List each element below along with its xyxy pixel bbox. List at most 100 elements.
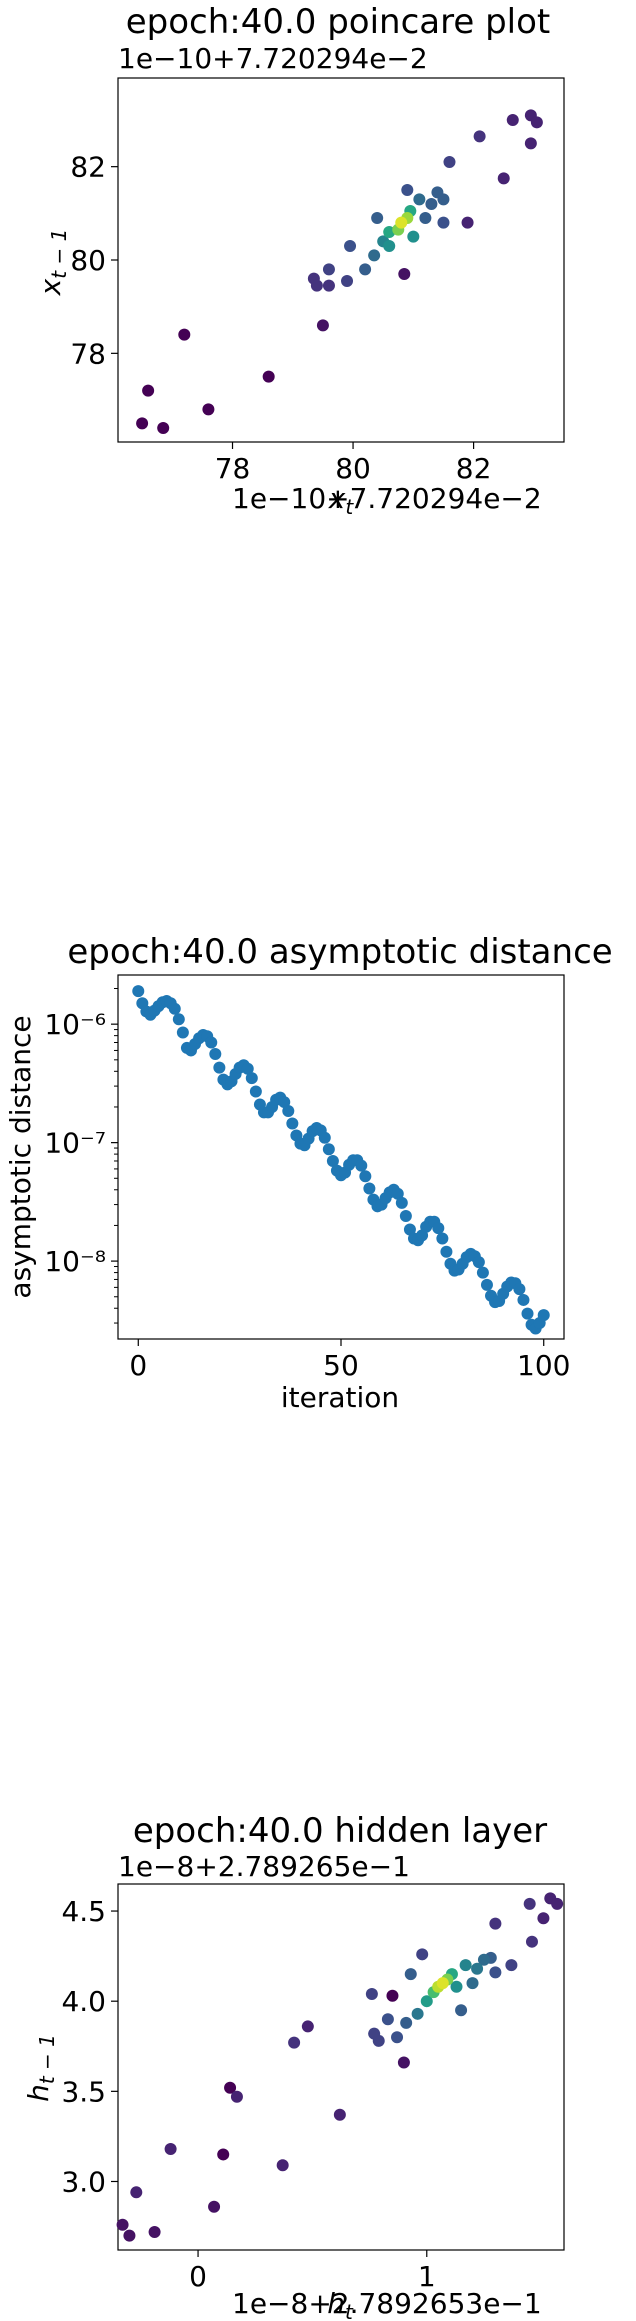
data-point	[455, 2004, 468, 2017]
data-point	[425, 198, 438, 210]
data-point	[386, 1989, 399, 2002]
data-point	[506, 114, 519, 126]
data-point	[172, 1013, 185, 1026]
x-axis-ticks: 78 80 82	[215, 442, 491, 485]
data-point	[476, 1266, 489, 1279]
data-point	[437, 193, 450, 206]
data-point	[477, 1953, 490, 1966]
scatter-points	[116, 1892, 564, 2242]
y-tick-label: 78	[70, 337, 106, 370]
data-point	[359, 1170, 372, 1183]
data-point	[363, 1182, 376, 1195]
data-point	[368, 249, 381, 262]
data-point	[391, 1187, 404, 1200]
asymptotic-distance-panel: epoch:40.0 asymptotic distance 0 50 100 10…	[4, 932, 613, 1414]
data-point	[230, 2090, 243, 2103]
data-point	[130, 2186, 143, 2199]
y-tick-label: 3.0	[61, 2165, 106, 2198]
x-tick-label: 0	[189, 2260, 207, 2293]
data-point	[168, 1002, 181, 1015]
data-point	[333, 2108, 346, 2121]
x-offset-text: 1e−8+2.7892653e−1	[232, 2287, 542, 2320]
data-point	[466, 1977, 479, 1990]
data-point	[525, 1935, 538, 1948]
data-point	[178, 328, 191, 341]
data-point	[241, 1062, 254, 1075]
data-point	[322, 1143, 335, 1156]
x-offset-text: 1e−10+7.720294e−2	[232, 482, 542, 515]
x-tick-label: 1	[418, 2260, 436, 2293]
data-point	[398, 268, 411, 280]
data-point	[383, 226, 396, 238]
x-axis-ticks: 0 50 100	[129, 1339, 570, 1382]
data-point	[383, 240, 396, 252]
data-point	[310, 279, 323, 292]
y-axis-label: xt − 1	[34, 229, 71, 297]
data-point	[278, 1096, 291, 1109]
data-point	[551, 1897, 564, 1910]
y-axis-label: ht − 1	[22, 2034, 59, 2102]
x-tick-label: 100	[517, 1349, 570, 1382]
data-point	[116, 2218, 129, 2231]
data-point	[205, 1036, 218, 1049]
data-point	[437, 216, 450, 229]
data-point	[521, 1307, 534, 1320]
data-point	[505, 1959, 518, 1972]
data-point	[355, 1159, 368, 1172]
data-point	[461, 216, 474, 229]
data-point	[123, 2229, 136, 2242]
data-point	[472, 1256, 485, 1269]
plot-area-frame	[117, 77, 565, 443]
data-point	[249, 1085, 262, 1098]
data-point	[217, 2148, 230, 2161]
data-point	[537, 1912, 550, 1925]
data-point	[489, 1917, 502, 1930]
y-tick-label: 10⁻⁶	[44, 1008, 106, 1041]
data-point	[157, 422, 170, 434]
data-point	[286, 1117, 299, 1130]
y-tick-label: 3.5	[61, 2075, 106, 2108]
data-point	[322, 279, 335, 292]
data-point	[365, 1987, 378, 2000]
data-point	[480, 1278, 493, 1291]
x-tick-label: 78	[215, 452, 251, 485]
data-point	[318, 1131, 331, 1144]
scatter-points	[132, 985, 550, 1335]
data-point	[404, 1968, 417, 1981]
data-point	[407, 230, 420, 243]
data-point	[513, 1283, 526, 1296]
data-point	[411, 2007, 424, 2020]
data-point	[400, 2016, 413, 2029]
data-point	[224, 2081, 237, 2094]
y-tick-label: 4.0	[61, 1985, 106, 2018]
data-point	[420, 1995, 433, 2008]
data-point	[282, 1104, 295, 1117]
data-point	[326, 1154, 339, 1167]
data-point	[459, 1959, 472, 1972]
chart-title: epoch:40.0 asymptotic distance	[67, 932, 612, 972]
chart-title: epoch:40.0 poincare plot	[126, 2, 551, 42]
data-point	[497, 172, 510, 185]
data-point	[316, 319, 329, 332]
data-point	[371, 212, 384, 224]
data-point	[164, 2143, 177, 2156]
data-point	[473, 130, 486, 143]
x-tick-label: 80	[335, 452, 371, 485]
y-axis-ticks: 78 80 82	[70, 151, 118, 370]
data-point	[132, 985, 145, 998]
scatter-points	[136, 109, 543, 434]
data-point	[523, 1897, 536, 1910]
data-point	[413, 193, 426, 206]
data-point	[471, 1962, 484, 1975]
data-point	[213, 1061, 226, 1074]
y-tick-label: 80	[70, 244, 106, 277]
data-point	[395, 1196, 408, 1209]
y-offset-text: 1e−10+7.720294e−2	[118, 42, 428, 75]
data-point	[397, 2056, 410, 2069]
data-point	[344, 240, 357, 252]
plot-area-frame	[117, 1883, 565, 2251]
data-point	[436, 1232, 449, 1245]
data-point	[391, 2031, 404, 2044]
data-point	[276, 2159, 289, 2172]
data-point	[517, 1293, 530, 1306]
